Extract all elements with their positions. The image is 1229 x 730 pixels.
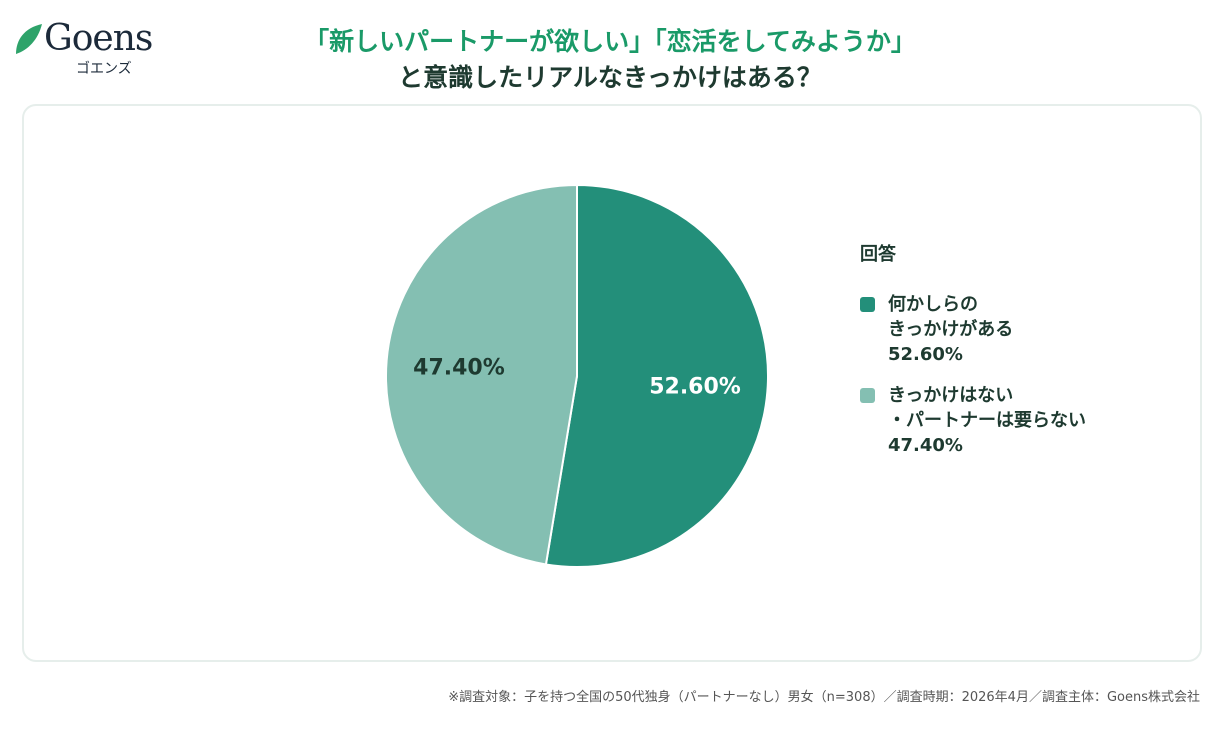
footnote: ※調査対象：子を持つ全国の50代独身（パートナーなし）男女（n=308）／調査時… — [448, 690, 1200, 705]
legend-label: 何かしらの きっかけがある — [888, 294, 1014, 340]
chart-card — [22, 104, 1202, 662]
legend-title: 回答 — [860, 244, 896, 265]
legend-swatch — [860, 297, 875, 312]
legend-value: 52.60% — [888, 344, 963, 365]
data-label: 52.60% — [649, 375, 741, 400]
pie-slice-1 — [544, 183, 769, 568]
pie-slice-2 — [385, 183, 578, 566]
data-label: 47.40% — [413, 355, 505, 380]
leaf-icon — [16, 24, 42, 54]
legend: 回答 何かしらの きっかけがある 52.60% きっかけはない ・パートナーは要ら… — [860, 240, 1086, 474]
logo-text: Goens — [44, 18, 153, 59]
legend-value: 47.40% — [888, 435, 963, 456]
title-line-2: と意識したリアルなきっかけはある？ — [398, 63, 822, 92]
legend-item-2: きっかけはない ・パートナーは要らない 47.40% — [860, 383, 1086, 458]
legend-swatch — [860, 388, 875, 403]
legend-label: きっかけはない ・パートナーは要らない — [888, 385, 1086, 431]
logo-kana: ゴエンズ — [76, 61, 132, 77]
legend-item-1: 何かしらの きっかけがある 52.60% — [860, 292, 1086, 367]
title-line-1: 「新しいパートナーが欲しい」「恋活をしてみようか」 — [304, 27, 916, 56]
